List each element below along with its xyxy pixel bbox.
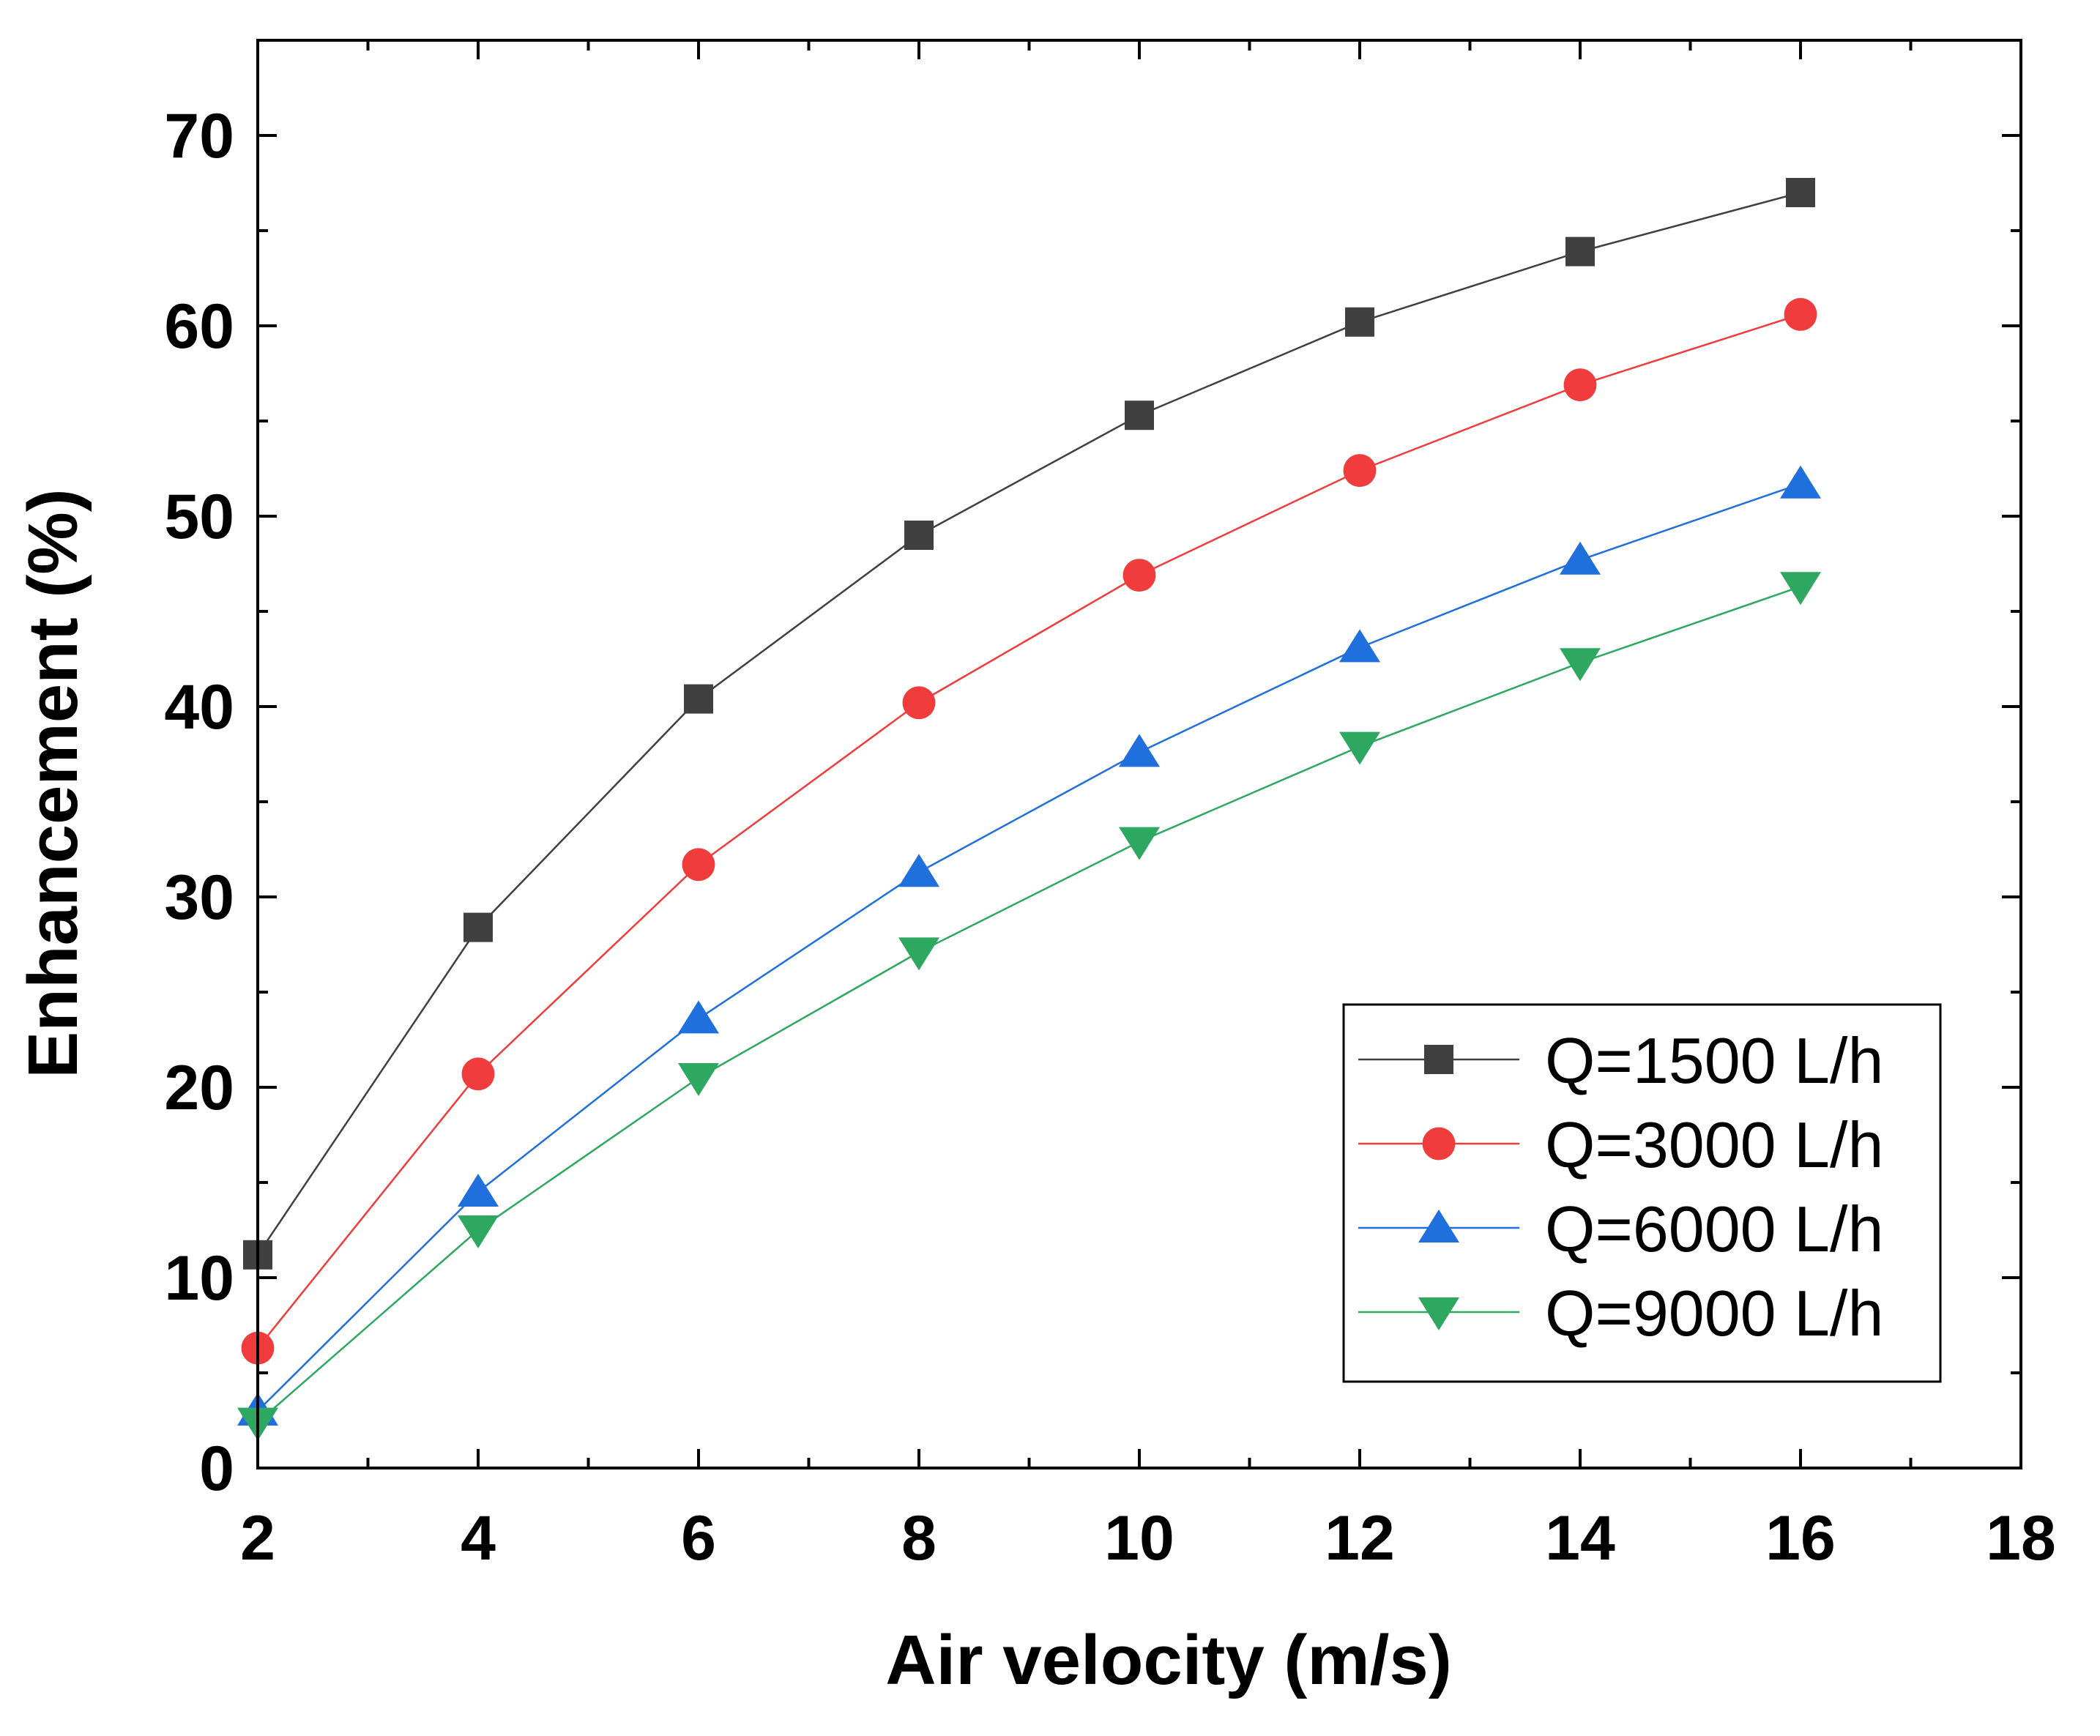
data-point [1122,559,1156,592]
x-tick-label: 18 [1986,1503,2056,1573]
plot-frame [256,39,2022,1469]
data-point [898,937,939,971]
legend-label: Q=1500 L/h [1545,1024,1883,1097]
data-point [682,848,715,882]
series-4 [237,572,1821,1441]
data-point [1339,731,1380,765]
y-axis-title: Enhancement (%) [14,488,92,1078]
x-tick-label: 16 [1765,1503,1836,1573]
data-point [1119,827,1160,860]
data-point [1560,648,1601,682]
data-point [1563,368,1597,401]
y-tick-label: 30 [164,863,234,933]
series-line [257,483,1801,1412]
data-point [902,686,936,720]
legend-label: Q=6000 L/h [1545,1193,1883,1265]
data-point [1565,236,1595,267]
data-point [1345,307,1374,337]
data-point [463,912,493,942]
legend: Q=1500 L/h Q=3000 L/h Q=6000 L/h Q=9000 L/h [1342,1003,1942,1383]
y-tick-label: 60 [164,291,234,362]
legend-marker [1418,1297,1459,1330]
data-point [1339,629,1380,663]
data-point [904,521,934,550]
data-point [458,1174,499,1207]
data-point [898,854,939,887]
data-point [1125,401,1154,431]
legend-item: Q=6000 L/h [1358,1193,1883,1265]
data-point [1780,572,1821,606]
legend-marker [1424,1045,1453,1074]
y-tick-label: 40 [164,672,234,742]
legend-marker [1418,1210,1459,1243]
data-point [1780,465,1821,499]
tick-marks [256,39,2022,1469]
x-tick-label: 8 [901,1503,937,1573]
legend-label: Q=9000 L/h [1545,1277,1883,1349]
legend-item: Q=3000 L/h [1358,1109,1883,1181]
data-point [1343,454,1377,487]
y-tick-label: 10 [164,1243,234,1314]
series-1 [243,178,1815,1270]
y-tick-label: 70 [164,101,234,171]
series-3 [237,465,1821,1426]
x-tick-label: 6 [681,1503,716,1573]
series-line [257,586,1801,1423]
legend-item: Q=1500 L/h [1358,1024,1883,1097]
x-axis-title: Air velocity (m/s) [885,1621,1452,1699]
y-tick-label: 20 [164,1053,234,1123]
x-tick-label: 14 [1545,1503,1615,1573]
series-line [256,191,1801,1256]
series-line [257,313,1801,1349]
data-point [461,1057,495,1091]
data-point [678,1000,719,1034]
data-point [1560,541,1601,575]
legend-marker [1422,1127,1456,1161]
y-tick-label: 50 [164,482,234,552]
data-point [458,1215,499,1248]
x-tick-label: 10 [1104,1503,1174,1573]
data-point [678,1063,719,1096]
data-point [1784,298,1817,331]
series-group [237,178,1821,1441]
x-tick-label: 2 [240,1503,275,1573]
series-2 [241,298,1817,1365]
data-point [1119,734,1160,767]
tick-labels: 2 4 6 8 10 12 14 16 18 0 10 20 30 40 50 60 70 [164,101,2056,1573]
data-point [684,684,713,714]
y-tick-label: 0 [199,1434,234,1504]
x-tick-label: 12 [1325,1503,1395,1573]
data-point [1786,178,1815,207]
x-tick-label: 4 [461,1503,496,1573]
legend-label: Q=3000 L/h [1545,1109,1883,1181]
legend-item: Q=9000 L/h [1358,1277,1883,1349]
